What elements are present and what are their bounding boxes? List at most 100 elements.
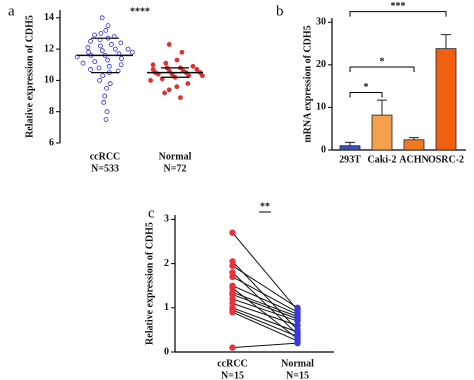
data-point <box>150 62 156 68</box>
data-point <box>166 42 172 47</box>
data-point <box>229 273 236 281</box>
bar <box>339 145 361 151</box>
y-axis-label: mRNA expression of CDH5 <box>302 25 313 142</box>
error-bar <box>377 99 387 116</box>
bar <box>403 139 425 151</box>
data-point <box>109 42 114 47</box>
data-point <box>92 32 97 38</box>
bar <box>435 48 457 151</box>
data-point <box>229 300 236 307</box>
data-point <box>106 63 112 69</box>
count-label: N=533 <box>91 163 119 174</box>
data-point <box>103 117 109 122</box>
y-tick-label: 12 <box>44 43 54 54</box>
data-point <box>294 322 301 329</box>
pair-line <box>232 294 298 320</box>
x-tick-label: 293T <box>339 154 361 165</box>
significance-bracket <box>349 11 447 17</box>
data-point <box>229 284 236 292</box>
significance: *** <box>391 1 406 12</box>
data-point <box>174 57 180 63</box>
data-point <box>150 67 156 72</box>
data-point <box>99 48 105 54</box>
x-tick-label: ccRCC <box>90 151 121 162</box>
pair-line <box>232 307 298 333</box>
data-point <box>97 78 102 83</box>
y-tick-label: 0 <box>164 346 169 357</box>
data-point <box>104 85 109 91</box>
data-point <box>294 333 301 340</box>
data-point <box>92 59 98 65</box>
significance-bracket <box>349 92 383 98</box>
x-tick-label: ACHN <box>399 154 429 165</box>
data-point <box>194 67 200 72</box>
significance: ** <box>260 201 270 212</box>
data-point <box>101 99 107 105</box>
error-bar <box>441 34 451 49</box>
y-tick-label: 0 <box>321 144 326 155</box>
data-point <box>294 317 301 325</box>
data-point <box>98 31 104 36</box>
data-point <box>294 339 301 347</box>
data-point <box>125 46 131 52</box>
x-tick-label: Normal <box>281 358 314 369</box>
data-point <box>118 62 124 68</box>
x-tick-label: Caki-2 <box>368 154 397 165</box>
y-tick-label: 10 <box>44 75 54 86</box>
data-point <box>103 27 109 33</box>
pair-line <box>232 311 298 342</box>
y-tick-label: 10 <box>316 102 326 113</box>
data-point <box>166 87 172 93</box>
data-point <box>85 45 91 50</box>
panel-label: c <box>148 205 155 221</box>
y-tick-label: 1 <box>164 302 169 313</box>
data-point <box>294 304 301 312</box>
pair-line <box>232 232 298 311</box>
significance-bracket <box>349 66 415 72</box>
error-bar <box>345 141 355 146</box>
data-point <box>107 81 113 86</box>
data-point <box>229 291 236 298</box>
panel-label: a <box>8 3 15 19</box>
pair-line <box>232 342 298 349</box>
data-point <box>102 93 108 99</box>
y-tick-label: 30 <box>316 17 326 28</box>
data-point <box>118 40 124 46</box>
data-point <box>163 60 169 66</box>
pair-line <box>232 265 298 309</box>
data-point <box>229 269 236 276</box>
data-point <box>97 43 103 49</box>
count-label: N=72 <box>164 163 187 174</box>
data-point <box>86 49 91 55</box>
data-point <box>96 65 102 71</box>
data-point <box>229 229 236 236</box>
data-point <box>199 73 205 79</box>
data-point <box>229 309 236 316</box>
data-point <box>229 295 236 303</box>
data-point <box>99 15 105 21</box>
data-point <box>105 23 111 29</box>
data-point <box>119 56 124 61</box>
panel-label: b <box>276 3 284 19</box>
data-point <box>162 90 167 96</box>
significance: **** <box>130 6 150 17</box>
data-point <box>100 73 106 79</box>
data-point <box>178 95 183 101</box>
x-tick-label: ccRCC <box>217 358 248 369</box>
significance: * <box>364 82 369 93</box>
data-point <box>190 63 196 69</box>
data-point <box>88 38 93 44</box>
data-point <box>80 60 86 66</box>
x-tick-label: Normal <box>159 151 192 162</box>
y-tick-label: 8 <box>49 106 54 117</box>
data-point <box>174 84 180 90</box>
data-point <box>229 258 236 265</box>
data-point <box>105 57 111 63</box>
pair-line <box>232 309 298 337</box>
y-axis-label: Relative expression of CDH5 <box>24 15 35 138</box>
data-point <box>129 49 135 55</box>
pair-line <box>232 298 298 322</box>
data-point <box>229 262 236 270</box>
pair-line <box>232 285 298 315</box>
